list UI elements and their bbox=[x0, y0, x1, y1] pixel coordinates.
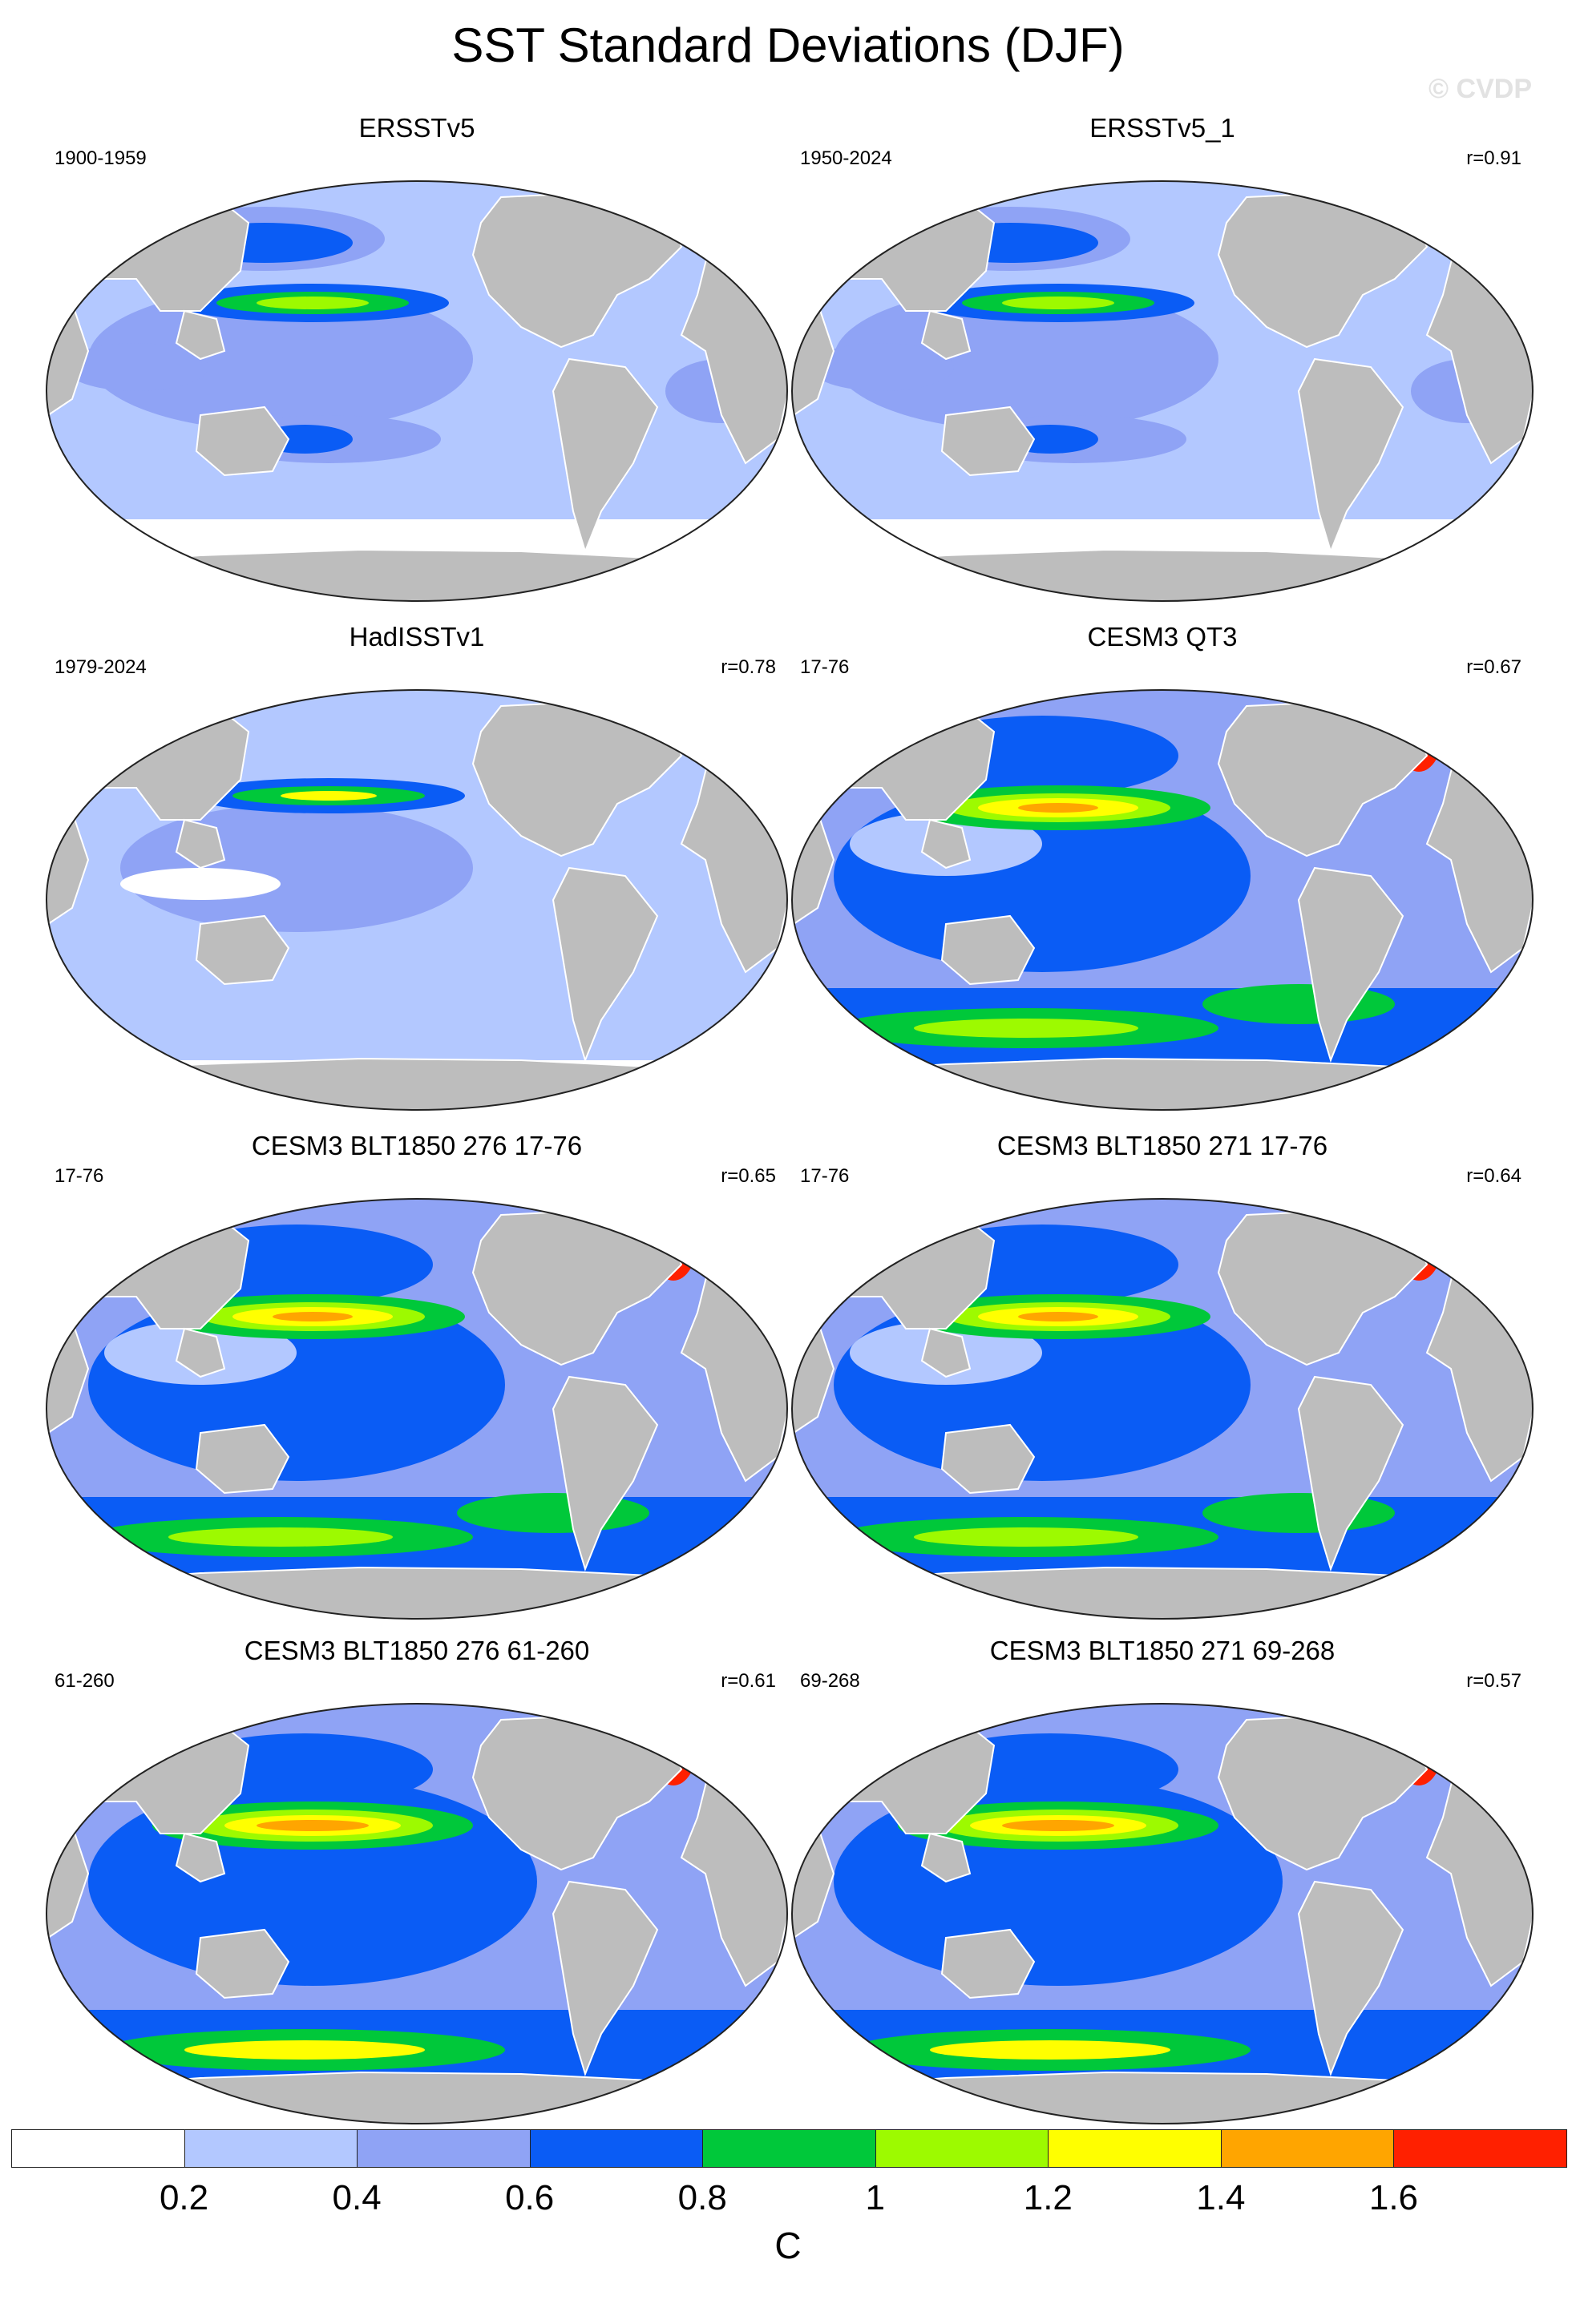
panel-title: CESM3 BLT1850 276 17-76 bbox=[251, 1131, 583, 1160]
panel-title: HadISSTv1 bbox=[349, 622, 485, 652]
colorbar-swatch bbox=[1393, 2129, 1567, 2168]
panel-correlation: r=0.67 bbox=[1466, 656, 1521, 678]
watermark: © CVDP bbox=[1429, 74, 1532, 104]
panel-title: CESM3 BLT1850 271 69-268 bbox=[989, 1636, 1336, 1665]
panel-correlation: r=0.64 bbox=[1466, 1165, 1521, 1187]
map-panel-blt1850-276-b: CESM3 BLT1850 276 61-260 61-260 r=0.61 bbox=[40, 1635, 794, 2132]
colorbar-swatch bbox=[1220, 2129, 1395, 2168]
map-panel-blt1850-271-a: CESM3 BLT1850 271 17-76 17-76 r=0.64 bbox=[786, 1130, 1539, 1627]
map-panel-ersstv5-1: ERSSTv5_1 1950-2024 r=0.91 bbox=[786, 112, 1539, 609]
map-panel-ersstv5: ERSSTv5 1900-1959 bbox=[40, 112, 794, 609]
sst-map bbox=[40, 175, 794, 607]
panel-correlation: r=0.61 bbox=[721, 1670, 776, 1692]
panel-years: 1900-1959 bbox=[55, 147, 147, 169]
colorbar-tick-label: 0.6 bbox=[505, 2178, 555, 2217]
map-panel-cesm3-qt3: CESM3 QT3 17-76 r=0.67 bbox=[786, 621, 1539, 1118]
colorbar-tick-label: 1.2 bbox=[1023, 2178, 1073, 2217]
panel-correlation: r=0.57 bbox=[1466, 1670, 1521, 1692]
page-title: SST Standard Deviations (DJF) bbox=[451, 18, 1125, 72]
colorbar-tick-label: 1 bbox=[865, 2178, 885, 2217]
colorbar-swatch bbox=[875, 2129, 1049, 2168]
colorbar-swatch bbox=[357, 2129, 531, 2168]
colorbar bbox=[11, 2129, 1567, 2169]
colorbar-tick-label: 0.2 bbox=[159, 2178, 209, 2217]
map-panel-blt1850-276-a: CESM3 BLT1850 276 17-76 17-76 r=0.65 bbox=[40, 1130, 794, 1627]
colorbar-swatch bbox=[184, 2129, 358, 2168]
panel-correlation: r=0.78 bbox=[721, 656, 776, 678]
colorbar-unit: C bbox=[774, 2225, 802, 2266]
map-panel-hadisstv1: HadISSTv1 1979-2024 r=0.78 bbox=[40, 621, 794, 1118]
sst-map bbox=[786, 1697, 1539, 2130]
panel-title: CESM3 QT3 bbox=[1087, 622, 1238, 652]
panel-title: ERSSTv5 bbox=[358, 113, 475, 143]
colorbar-swatch bbox=[11, 2129, 185, 2168]
sst-map bbox=[40, 1697, 794, 2130]
panel-title: CESM3 BLT1850 276 61-260 bbox=[244, 1636, 590, 1665]
panel-years: 69-268 bbox=[800, 1670, 860, 1692]
panel-correlation: r=0.91 bbox=[1466, 147, 1521, 169]
panel-years: 61-260 bbox=[55, 1670, 115, 1692]
panel-years: 1950-2024 bbox=[800, 147, 892, 169]
colorbar-swatch bbox=[1048, 2129, 1222, 2168]
sst-map bbox=[40, 1192, 794, 1625]
panel-years: 1979-2024 bbox=[55, 656, 147, 678]
panel-correlation: r=0.65 bbox=[721, 1165, 776, 1187]
sst-map bbox=[786, 684, 1539, 1116]
colorbar-tick-label: 0.4 bbox=[332, 2178, 382, 2217]
colorbar-tick-label: 0.8 bbox=[677, 2178, 727, 2217]
map-panel-blt1850-271-b: CESM3 BLT1850 271 69-268 69-268 r=0.57 bbox=[786, 1635, 1539, 2132]
colorbar-tick-label: 1.4 bbox=[1196, 2178, 1246, 2217]
colorbar-swatch bbox=[529, 2129, 704, 2168]
panel-years: 17-76 bbox=[55, 1165, 104, 1187]
sst-map bbox=[786, 1192, 1539, 1625]
sst-map bbox=[786, 175, 1539, 607]
panel-title: CESM3 BLT1850 271 17-76 bbox=[996, 1131, 1328, 1160]
panel-years: 17-76 bbox=[800, 656, 850, 678]
panel-years: 17-76 bbox=[800, 1165, 850, 1187]
colorbar-swatch bbox=[702, 2129, 876, 2168]
colorbar-tick-label: 1.6 bbox=[1368, 2178, 1419, 2217]
sst-map bbox=[40, 684, 794, 1116]
panel-title: ERSSTv5_1 bbox=[1089, 113, 1235, 143]
